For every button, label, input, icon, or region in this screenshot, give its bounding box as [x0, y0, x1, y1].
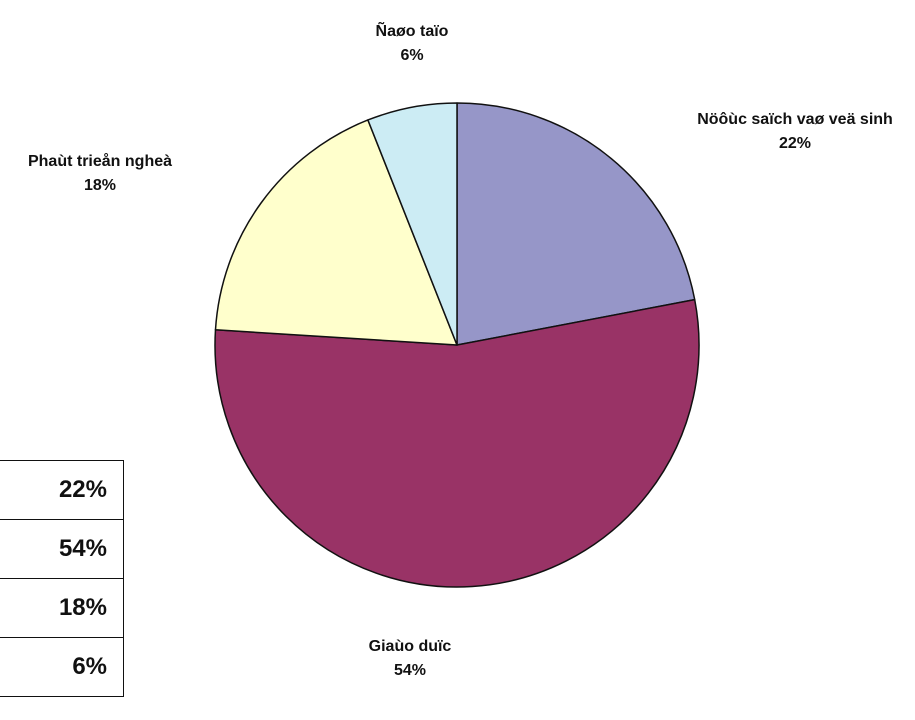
- pie-labels: Nöôùc saïch vaø veä sinh 22% Giaùo duïc …: [28, 20, 893, 679]
- slice-label-nuoc-sach-name: Nöôùc saïch vaø veä sinh: [697, 111, 893, 128]
- percentage-table: 22% 54% 18% 6%: [0, 460, 124, 697]
- table-cell-value: 6%: [0, 637, 124, 697]
- table-row: 6%: [0, 637, 124, 697]
- slice-label-dao-tao-value: 6%: [400, 47, 423, 64]
- slice-nuoc-sach: [456, 102, 696, 346]
- slice-label-phat-trien-value: 18%: [84, 177, 116, 194]
- slice-label-dao-tao-name: Ñaøo taïo: [376, 20, 449, 40]
- table-row: 18%: [0, 578, 124, 638]
- slice-label-giao-duc-name: Giaùo duïc: [369, 638, 452, 655]
- slice-phat-trien: [214, 119, 458, 346]
- slice-label-giao-duc-value: 54%: [394, 662, 426, 679]
- table-cell-value: 22%: [0, 460, 124, 520]
- table-row: 54%: [0, 519, 124, 579]
- slice-label-nuoc-sach-value: 22%: [779, 135, 811, 152]
- slice-giao-duc: [214, 298, 700, 588]
- table-cell-value: 18%: [0, 578, 124, 638]
- slice-label-phat-trien-name: Phaùt trieån ngheà: [28, 152, 172, 170]
- pie-slices: [214, 102, 700, 588]
- table-row: 22%: [0, 460, 124, 520]
- slice-dao-tao: [367, 102, 458, 346]
- table-cell-value: 54%: [0, 519, 124, 579]
